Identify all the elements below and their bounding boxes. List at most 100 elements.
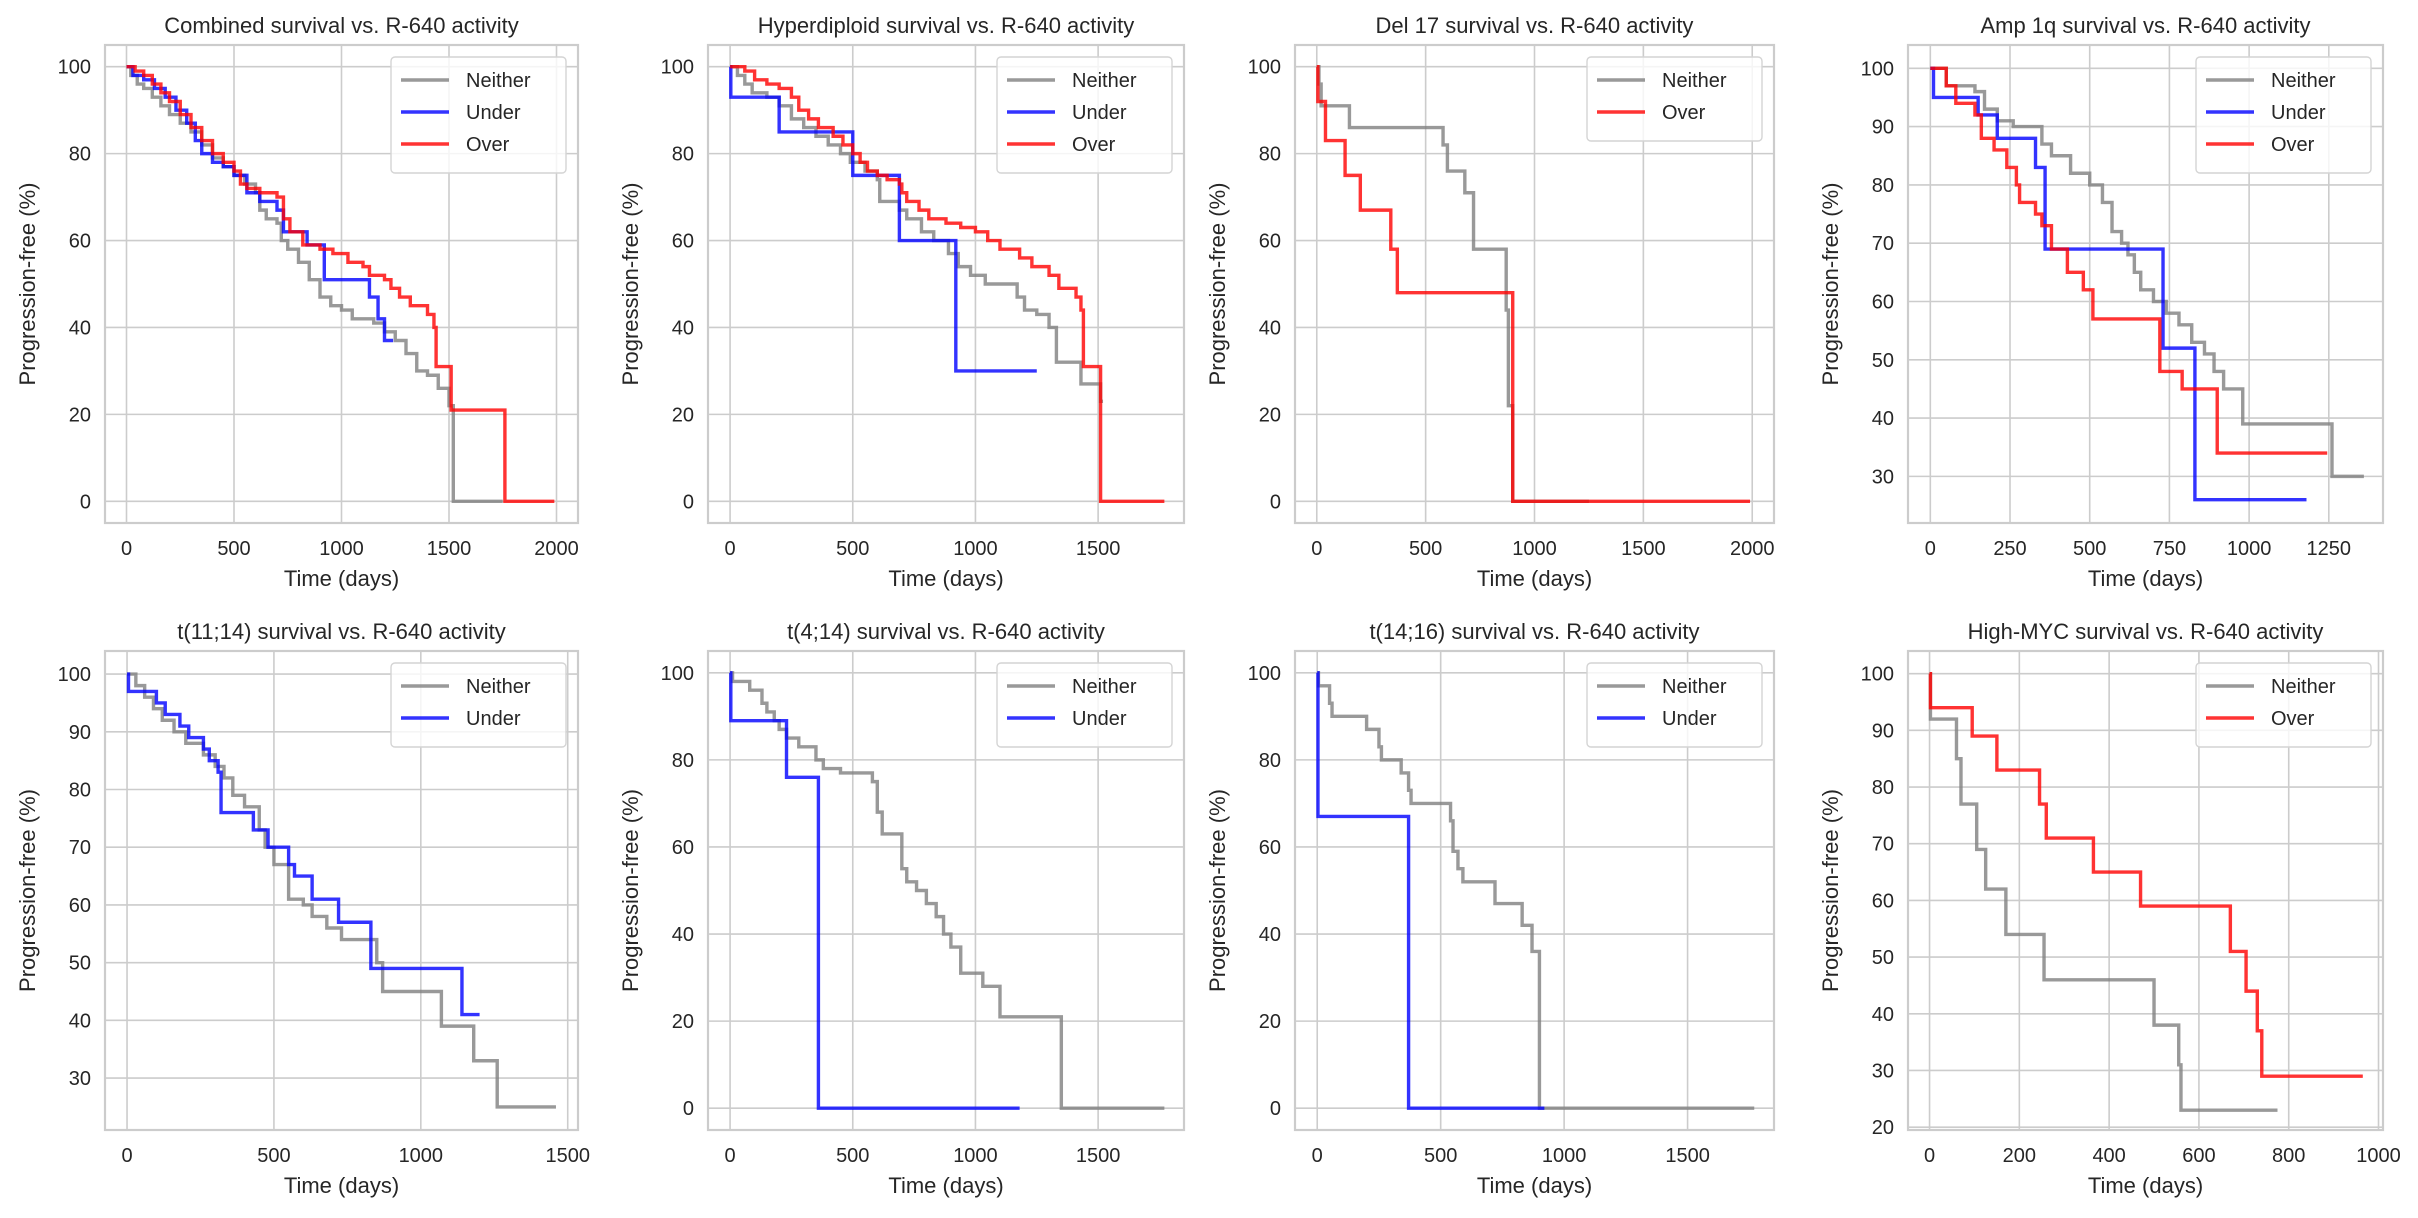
- legend-label: Neither: [1662, 70, 1727, 92]
- y-tick-label: 0: [683, 491, 694, 513]
- axes-frame: [103, 43, 580, 525]
- legend-label: Under: [1662, 708, 1717, 730]
- y-tick-label: 80: [1872, 777, 1894, 799]
- y-tick-label: 30: [1872, 466, 1894, 488]
- legend-box: [996, 662, 1173, 748]
- series-under-curve: [729, 65, 1037, 373]
- legend-label: Over: [2271, 134, 2315, 156]
- y-tick-label: 0: [683, 1098, 694, 1120]
- y-tick-label: 60: [1872, 890, 1894, 912]
- series-over-curve: [730, 65, 1165, 503]
- series-over-curve: [1316, 65, 1751, 503]
- legend-label: Under: [466, 102, 521, 124]
- legend-box: [1586, 662, 1763, 748]
- x-axis-label: Time (days): [2088, 566, 2203, 591]
- y-tick-label: 40: [672, 924, 694, 946]
- subplot-title: Hyperdiploid survival vs. R-640 activity: [758, 13, 1135, 38]
- x-tick-label: 600: [2182, 1145, 2215, 1167]
- y-tick-label: 20: [672, 1011, 694, 1033]
- x-tick-label: 1000: [319, 538, 364, 560]
- y-tick-label: 100: [58, 664, 91, 686]
- y-tick-label: 100: [661, 57, 694, 79]
- subplot-1: 0 500 1000 1500 2000 0 20 40 60 80 100 Combined sur…: [15, 13, 580, 591]
- y-tick-label: 20: [1872, 1117, 1894, 1139]
- y-tick-label: 80: [1259, 144, 1281, 166]
- subplot-3: 0 500 1000 1500 2000 0 20 40 60 80 100 Del 17 survi…: [1205, 13, 1776, 591]
- series-neither-curve: [730, 671, 1165, 1110]
- y-tick-label: 100: [661, 663, 694, 685]
- series-neither-curve: [1930, 66, 2364, 479]
- legend-label: Over: [466, 134, 510, 156]
- legend-box: [1586, 56, 1763, 142]
- series-under-curve: [126, 672, 480, 1017]
- x-tick-label: 500: [217, 538, 250, 560]
- subplot-title: Combined survival vs. R-640 activity: [164, 13, 519, 38]
- y-tick-label: 30: [1872, 1060, 1894, 1082]
- subplot-7: 0 500 1000 1500 0 20 40 60 80 100 t(14;16) surviva…: [1205, 619, 1776, 1198]
- y-axis-label: Progression-free (%): [1205, 789, 1230, 992]
- series-neither-curve: [1316, 65, 1589, 503]
- subplot-8: 0 200 400 600 800 1000 20 30 40 50 60 70 80 90 100 High…: [1818, 619, 2401, 1198]
- x-tick-label: 500: [1424, 1145, 1457, 1167]
- legend: Neither Under: [390, 662, 567, 748]
- legend-label: Over: [2271, 708, 2315, 730]
- subplot-5: 0 500 1000 1500 30 40 50 60 70 80 90 100 t(11;14) su…: [15, 619, 590, 1198]
- legend: Neither Under Over: [390, 56, 567, 174]
- y-axis-label: Progression-free (%): [618, 183, 643, 386]
- y-tick-label: 90: [1872, 720, 1894, 742]
- y-axis-label: Progression-free (%): [15, 183, 40, 386]
- x-tick-label: 1000: [399, 1145, 444, 1167]
- y-tick-label: 20: [1259, 1011, 1281, 1033]
- x-tick-label: 0: [725, 1145, 736, 1167]
- x-tick-label: 500: [836, 1145, 869, 1167]
- legend-label: Neither: [1072, 70, 1137, 92]
- y-tick-label: 70: [1872, 834, 1894, 856]
- axes-frame: [706, 649, 1186, 1132]
- x-tick-label: 1500: [545, 1145, 590, 1167]
- x-tick-label: 1000: [953, 1145, 998, 1167]
- subplot-title: t(4;14) survival vs. R-640 activity: [787, 619, 1105, 644]
- y-tick-label: 80: [69, 144, 91, 166]
- legend: Neither Under: [1586, 662, 1763, 748]
- axes-frame: [1906, 649, 2385, 1132]
- y-tick-label: 80: [1872, 175, 1894, 197]
- y-tick-label: 40: [1872, 1004, 1894, 1026]
- series-over-curve: [1930, 66, 2328, 455]
- y-axis-label: Progression-free (%): [15, 789, 40, 992]
- x-axis-label: Time (days): [284, 1173, 399, 1198]
- axes-frame: [103, 649, 580, 1132]
- x-tick-label: 250: [1993, 538, 2026, 560]
- y-tick-label: 50: [1872, 350, 1894, 372]
- y-tick-label: 40: [69, 1010, 91, 1032]
- series-neither-curve: [126, 65, 503, 503]
- y-axis-label: Progression-free (%): [1205, 183, 1230, 386]
- axes-frame: [706, 43, 1186, 525]
- subplot-title: t(11;14) survival vs. R-640 activity: [177, 619, 505, 644]
- axes-frame: [1906, 43, 2385, 525]
- legend-label: Neither: [2271, 676, 2336, 698]
- legend: Neither Under: [996, 662, 1173, 748]
- x-tick-label: 500: [836, 538, 869, 560]
- y-tick-label: 90: [1872, 117, 1894, 139]
- y-tick-label: 60: [1872, 291, 1894, 313]
- y-tick-label: 60: [672, 837, 694, 859]
- series-neither-curve: [1928, 671, 2278, 1112]
- x-tick-label: 750: [2153, 538, 2186, 560]
- subplot-title: High-MYC survival vs. R-640 activity: [1968, 619, 2324, 644]
- x-tick-label: 1000: [2227, 538, 2272, 560]
- legend-label: Neither: [466, 70, 531, 92]
- legend-box: [390, 662, 567, 748]
- series-under-curve: [729, 671, 1020, 1110]
- y-tick-label: 0: [1270, 1098, 1281, 1120]
- x-tick-label: 0: [1925, 538, 1936, 560]
- series-under-curve: [1316, 671, 1545, 1110]
- y-tick-label: 40: [1259, 317, 1281, 339]
- x-tick-label: 1500: [427, 538, 472, 560]
- x-tick-label: 0: [725, 538, 736, 560]
- x-tick-label: 1000: [1512, 538, 1557, 560]
- series-over-curve: [126, 65, 555, 503]
- x-tick-label: 500: [2073, 538, 2106, 560]
- y-tick-label: 100: [1248, 663, 1281, 685]
- x-tick-label: 200: [2003, 1145, 2036, 1167]
- legend-label: Neither: [1662, 676, 1727, 698]
